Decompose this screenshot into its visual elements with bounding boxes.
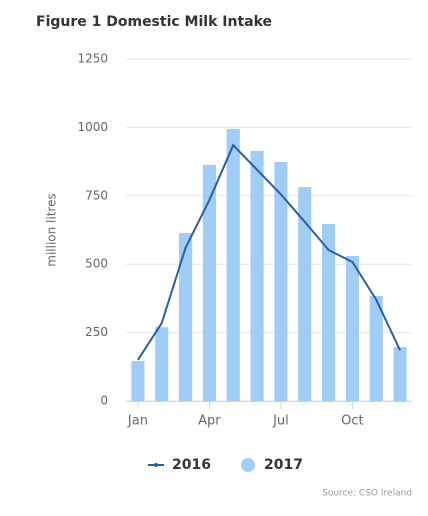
- source: Source: CSO Ireland: [322, 489, 412, 499]
- bar: [345, 255, 359, 401]
- y-tick-label: 750: [85, 188, 108, 202]
- y-tick-label: 0: [100, 394, 108, 408]
- bar: [369, 295, 383, 401]
- bar: [179, 233, 193, 401]
- bar: [226, 129, 240, 401]
- bar: [274, 161, 288, 401]
- bar: [322, 223, 336, 401]
- legend-label: 2016: [172, 457, 211, 473]
- bar: [202, 164, 216, 401]
- y-tick-label: 250: [85, 325, 108, 339]
- legend-label: 2017: [264, 457, 303, 473]
- x-tick-label: Jan: [127, 414, 148, 429]
- bar: [131, 361, 145, 401]
- y-tick-label: 1000: [77, 120, 108, 134]
- chart-title: Figure 1 Domestic Milk Intake: [36, 14, 272, 30]
- bar: [155, 327, 169, 401]
- y-tick-label: 1250: [77, 52, 108, 66]
- x-tick-label: Jul: [272, 414, 289, 429]
- x-tick-label: Oct: [341, 414, 363, 429]
- bar: [393, 347, 407, 401]
- x-tick-label: Apr: [198, 414, 221, 429]
- bar: [250, 150, 264, 401]
- line: [137, 143, 401, 361]
- legend-symbol: [241, 458, 255, 472]
- y-tick-label: 500: [85, 257, 108, 271]
- bar: [298, 187, 312, 401]
- legend-symbol: [154, 463, 158, 467]
- y-axis-label: million litres: [45, 193, 59, 266]
